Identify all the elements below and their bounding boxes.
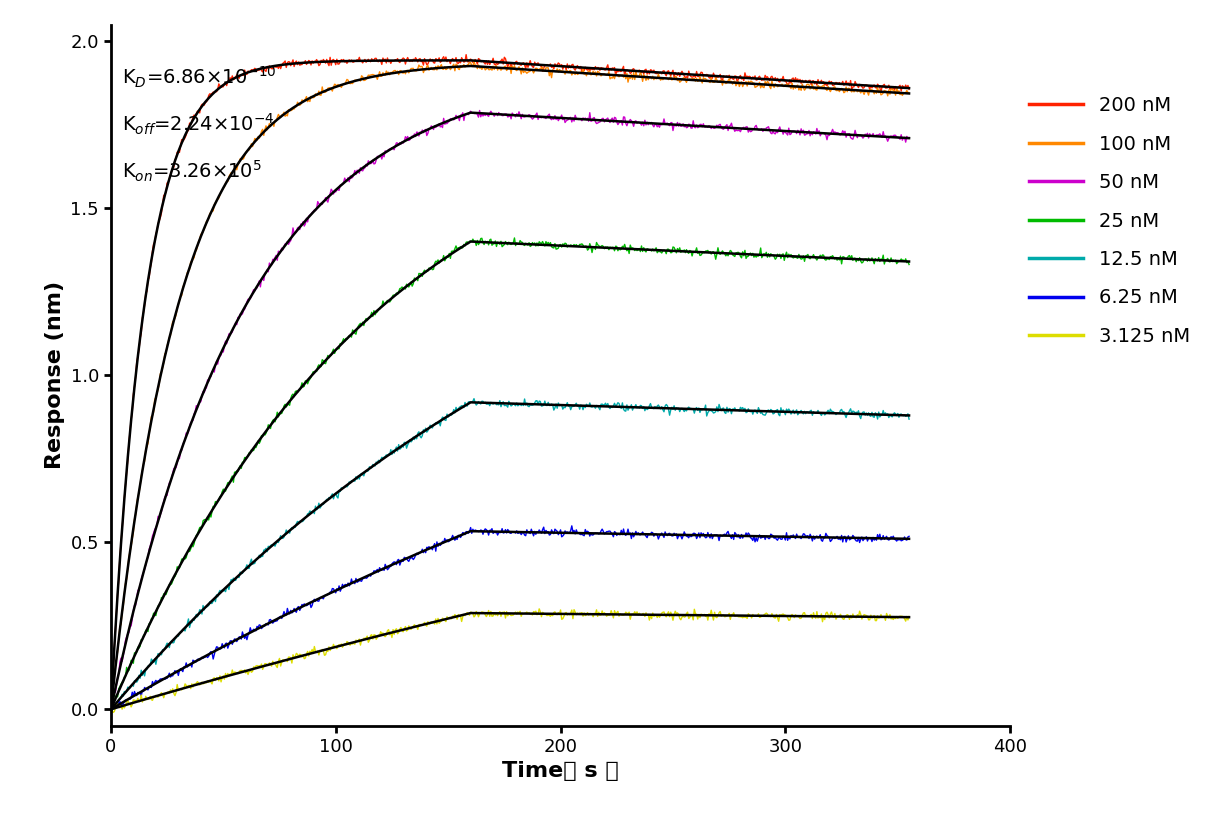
Text: K$_{off}$=2.24×10$^{-4}$: K$_{off}$=2.24×10$^{-4}$: [122, 111, 275, 137]
Text: K$_D$=6.86×10$^{-10}$: K$_D$=6.86×10$^{-10}$: [122, 65, 277, 90]
Y-axis label: Response (nm): Response (nm): [44, 281, 65, 469]
Legend: 200 nM, 100 nM, 50 nM, 25 nM, 12.5 nM, 6.25 nM, 3.125 nM: 200 nM, 100 nM, 50 nM, 25 nM, 12.5 nM, 6…: [1029, 97, 1190, 346]
Text: K$_{on}$=3.26×10$^5$: K$_{on}$=3.26×10$^5$: [122, 158, 262, 183]
X-axis label: Time（ s ）: Time（ s ）: [503, 761, 618, 781]
